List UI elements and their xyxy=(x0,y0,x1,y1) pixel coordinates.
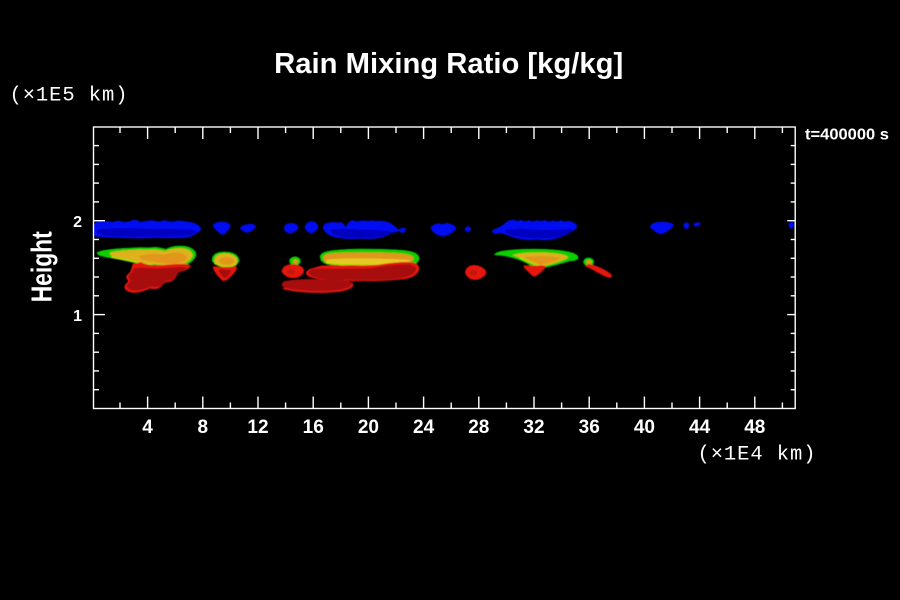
svg-text:36: 36 xyxy=(579,417,600,438)
svg-text:24: 24 xyxy=(413,417,435,438)
svg-text:2: 2 xyxy=(73,214,82,231)
svg-text:16: 16 xyxy=(303,417,324,438)
svg-text:12: 12 xyxy=(247,417,268,438)
svg-text:t=400000 s: t=400000 s xyxy=(805,127,889,144)
svg-text:8: 8 xyxy=(198,417,209,438)
svg-text:(×1E4 km): (×1E4 km) xyxy=(698,444,816,467)
svg-text:(×1E5 km): (×1E5 km) xyxy=(10,85,128,108)
svg-text:1: 1 xyxy=(73,308,82,325)
svg-text:48: 48 xyxy=(744,417,765,438)
svg-text:4: 4 xyxy=(142,417,153,438)
svg-text:20: 20 xyxy=(358,417,379,438)
svg-text:Height: Height xyxy=(27,231,59,302)
svg-text:44: 44 xyxy=(689,417,711,438)
svg-text:28: 28 xyxy=(468,417,489,438)
svg-text:40: 40 xyxy=(634,417,655,438)
svg-text:32: 32 xyxy=(523,417,544,438)
svg-text:Rain Mixing Ratio [kg/kg]: Rain Mixing Ratio [kg/kg] xyxy=(274,48,623,80)
